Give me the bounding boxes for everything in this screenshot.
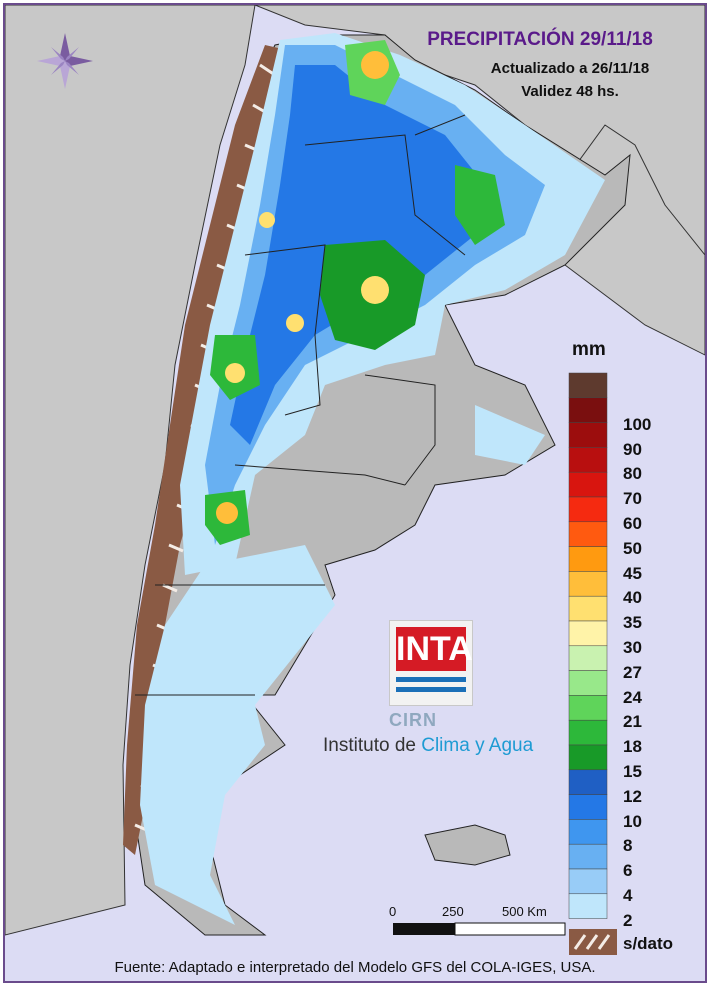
precip-max-west1 xyxy=(225,363,245,383)
legend-unit: mm xyxy=(572,339,606,360)
precip-max-mendoza xyxy=(286,314,304,332)
legend-swatch xyxy=(568,744,608,771)
legend-color-scale xyxy=(568,372,608,919)
precip-15mm-core-ne xyxy=(455,165,505,245)
legend-swatch xyxy=(568,372,608,399)
legend-label: 18 xyxy=(623,737,642,757)
legend-swatch xyxy=(568,769,608,795)
legend-label: 70 xyxy=(623,489,642,509)
precip-max-cuyo xyxy=(259,212,275,228)
legend-label: 35 xyxy=(623,613,642,633)
legend-swatch xyxy=(568,695,608,721)
legend-label: 100 xyxy=(623,414,652,434)
legend-label: 8 xyxy=(623,836,633,856)
scale-tick-0: 0 xyxy=(389,904,397,919)
institute-name: Instituto de Clima y Agua xyxy=(323,735,534,756)
legend-swatch xyxy=(568,645,608,671)
legend-swatch xyxy=(568,397,608,423)
precip-max-north xyxy=(361,51,389,79)
validity-note: Validez 48 hs. xyxy=(521,83,619,100)
cirn-logo: CIRN xyxy=(389,710,437,730)
map-title: PRECIPITACIÓN 29/11/18 xyxy=(427,29,653,50)
source-note: Fuente: Adaptado e interpretado del Mode… xyxy=(114,959,596,976)
map-frame: PRECIPITACIÓN 29/11/18 Actualizado a 26/… xyxy=(3,3,707,983)
legend-label: 45 xyxy=(623,563,642,583)
legend-swatch xyxy=(568,471,608,498)
legend-swatch xyxy=(568,868,608,895)
precip-2mm-patagonia xyxy=(140,545,335,925)
legend-label: 30 xyxy=(623,638,642,657)
legend-label: 40 xyxy=(623,588,642,608)
legend-swatch xyxy=(568,422,608,448)
legend-label: 15 xyxy=(623,762,642,781)
inta-logo: INTA xyxy=(389,620,473,706)
scale-tick-250: 250 xyxy=(442,904,464,919)
legend-label: 27 xyxy=(623,662,642,682)
precip-max-center xyxy=(361,276,389,304)
inta-logo-text: INTA xyxy=(396,627,473,671)
legend-swatch xyxy=(568,496,608,523)
scale-bar xyxy=(393,922,566,936)
no-data-label: s/dato xyxy=(623,934,674,953)
legend-label: 10 xyxy=(623,811,642,831)
precip-2mm-east xyxy=(475,405,545,465)
compass-rose-icon xyxy=(37,33,93,89)
legend-swatch xyxy=(568,794,608,820)
legend-swatch xyxy=(568,620,608,647)
update-date: Actualizado a 26/11/18 xyxy=(490,60,650,77)
scale-tick-500: 500 Km xyxy=(502,904,547,919)
precip-max-west2 xyxy=(216,502,238,524)
legend-swatch xyxy=(568,571,608,597)
legend-label: 24 xyxy=(623,687,642,707)
legend-label: 12 xyxy=(623,786,642,806)
legend-label: 60 xyxy=(623,514,642,533)
legend-swatch xyxy=(568,521,608,547)
legend-swatch xyxy=(568,819,608,845)
legend-label: 6 xyxy=(623,861,633,881)
province-borders xyxy=(135,114,466,696)
legend-swatch xyxy=(568,546,608,572)
legend-label: 80 xyxy=(623,464,642,484)
legend-swatch xyxy=(568,843,608,870)
legend-swatch xyxy=(568,893,608,919)
legend-swatch xyxy=(568,719,608,746)
no-data-swatch xyxy=(569,929,617,955)
legend-label: 21 xyxy=(623,712,642,732)
legend-swatch xyxy=(568,595,608,622)
legend-label: 90 xyxy=(623,439,642,459)
legend-label: 4 xyxy=(623,886,633,905)
legend-label: 50 xyxy=(623,538,642,558)
legend-swatch xyxy=(568,670,608,696)
precipitation-map xyxy=(5,5,705,955)
legend-label: 2 xyxy=(623,910,633,930)
malvinas-islands xyxy=(424,824,511,866)
legend-swatch xyxy=(568,447,608,473)
